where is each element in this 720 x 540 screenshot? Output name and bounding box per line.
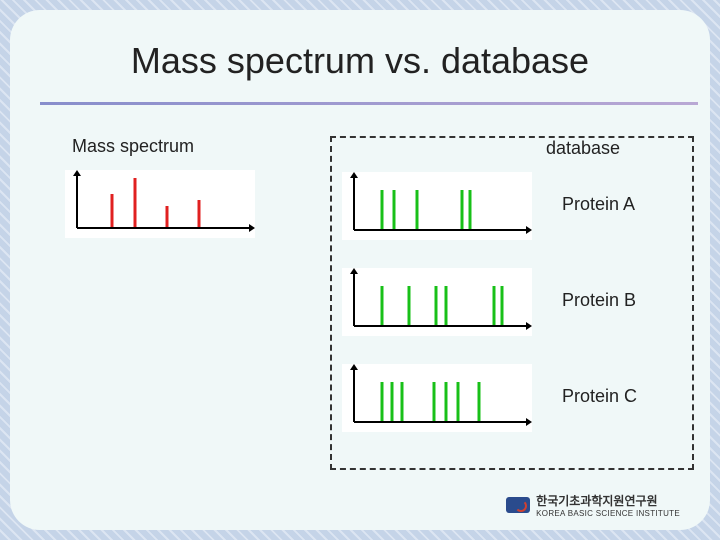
protein-b-spectrum bbox=[342, 268, 532, 336]
database-label: database bbox=[546, 138, 620, 159]
logo-text: 한국기초과학지원연구원 KOREA BASIC SCIENCE INSTITUT… bbox=[536, 492, 680, 518]
slide: Mass spectrum vs. database Mass spectrum… bbox=[10, 10, 710, 530]
mass-spectrum-label: Mass spectrum bbox=[72, 136, 194, 157]
slide-title: Mass spectrum vs. database bbox=[10, 40, 710, 82]
protein-c-spectrum bbox=[342, 364, 532, 432]
protein-a-spectrum bbox=[342, 172, 532, 240]
logo-kr: 한국기초과학지원연구원 bbox=[536, 492, 680, 509]
footer-logo: 한국기초과학지원연구원 KOREA BASIC SCIENCE INSTITUT… bbox=[506, 492, 680, 518]
logo-en: KOREA BASIC SCIENCE INSTITUTE bbox=[536, 509, 680, 518]
protein-a-label: Protein A bbox=[562, 194, 635, 215]
protein-c-label: Protein C bbox=[562, 386, 637, 407]
query-spectrum bbox=[65, 170, 255, 238]
title-underline bbox=[40, 102, 698, 105]
kbsi-logo-icon bbox=[506, 497, 530, 513]
protein-b-label: Protein B bbox=[562, 290, 636, 311]
